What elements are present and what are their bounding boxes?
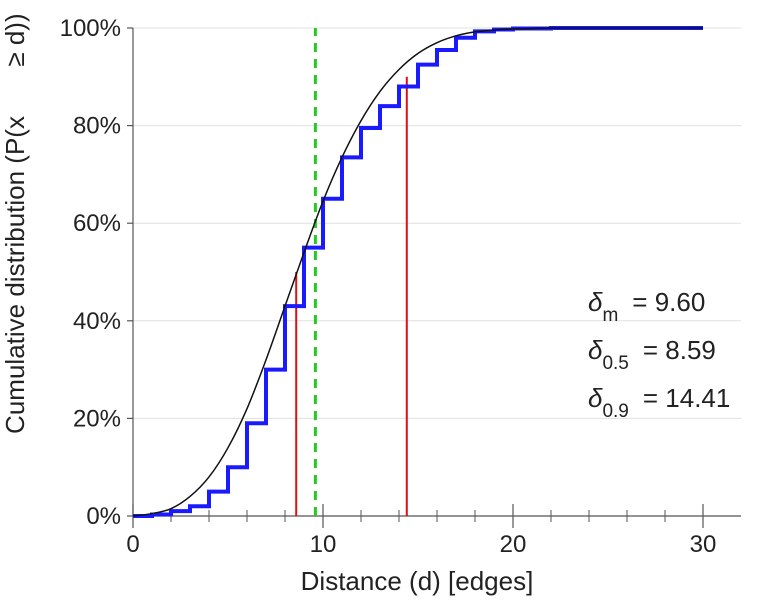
y-axis-title-line1: Cumulative distribution (P(x	[0, 116, 30, 434]
stat-value: = 8.59	[643, 335, 716, 365]
stat-line: δ0.5 = 8.59	[588, 335, 716, 374]
y-tick-label: 100%	[60, 15, 121, 42]
y-tick-label: 60%	[73, 210, 121, 237]
y-axis-title-line2: ≥ d))	[0, 13, 30, 66]
delta-symbol: δ	[588, 383, 603, 413]
delta-symbol: δ	[588, 335, 603, 365]
x-tick-label: 10	[310, 531, 337, 558]
stat-value: = 14.41	[643, 383, 730, 413]
lines-layer	[295, 28, 408, 516]
stat-line: δ0.9 = 14.41	[588, 383, 730, 422]
axes-layer	[132, 28, 741, 517]
stat-subscript: 0.9	[602, 401, 628, 422]
ticks-layer: 0% 20% 40% 60% 80% 100% 0 10 20 30	[60, 15, 717, 558]
series-fitted-curve	[132, 27, 703, 517]
grid-layer	[133, 27, 741, 419]
labels-layer: Distance (d) [edges] Cumulative distribu…	[0, 13, 533, 596]
stat-subscript: m	[602, 305, 618, 326]
stat-value: = 9.60	[632, 287, 705, 317]
x-axis-title: Distance (d) [edges]	[301, 566, 534, 596]
x-tick-label: 30	[690, 531, 717, 558]
y-tick-label: 80%	[73, 113, 121, 140]
series-layer	[132, 26, 703, 518]
x-tick-label: 20	[500, 531, 527, 558]
x-tick-label: 0	[126, 531, 139, 558]
y-tick-label: 20%	[73, 405, 121, 432]
stat-line: δm = 9.60	[588, 287, 705, 326]
stat-subscript: 0.5	[602, 353, 628, 374]
y-tick-label: 0%	[86, 503, 121, 530]
y-tick-label: 40%	[73, 308, 121, 335]
delta-symbol: δ	[588, 287, 603, 317]
series-empirical-step	[133, 26, 703, 518]
